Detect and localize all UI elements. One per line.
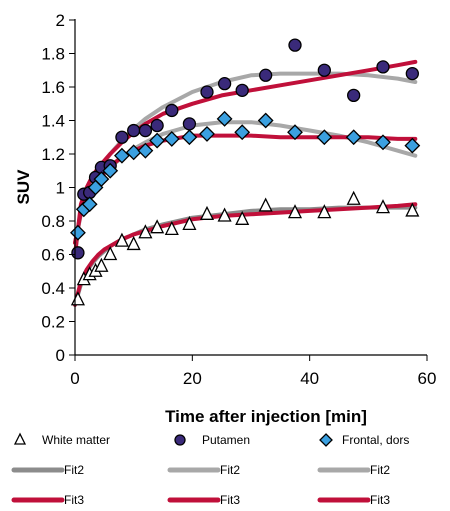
putamen-point [376,60,390,74]
legend-fit3-label: Fit3 [220,493,240,507]
white-matter-point [150,219,165,234]
legend-circle-marker [174,434,186,446]
putamen-point [288,38,302,52]
y-tick-label: 0.6 [41,246,65,265]
frontal-dors-point [102,162,119,179]
frontal-dors-point [375,134,391,151]
frontal-dors-point [345,129,362,146]
white-matter-point [217,207,232,222]
y-tick-label: 0.4 [41,279,65,298]
fit-lines [73,59,418,307]
legend-triangle-marker [13,432,27,445]
y-tick-label: 0.2 [41,313,65,332]
white-matter-point [317,204,332,219]
legend-fit2-label: Fit2 [64,463,84,477]
y-tick-label: 1 [56,179,65,198]
frontal-dors-point [234,124,251,141]
frontal-dors-point [257,112,274,129]
y-tick-label: 0 [56,346,65,365]
putamen-point [405,66,419,81]
y-tick-label: 1.4 [41,112,65,131]
white-matter-point [258,197,273,212]
frontal-dors-point [404,137,421,154]
x-tick-label: 60 [418,369,437,388]
frontal-dors-point [199,125,215,142]
putamen-point [317,63,331,77]
legend-label: White matter [42,433,110,447]
putamen-point [138,123,153,138]
y-tick-label: 1.2 [41,145,65,164]
white-matter-point [199,205,215,220]
putamen-point [115,130,129,144]
frontal-dors-point [93,171,110,188]
frontal-dors-point [137,142,154,159]
frontal-dors-point [114,147,130,164]
x-axis-title: Time after injection [min] [165,407,367,426]
data-points [70,38,421,306]
white-matter-point [126,235,141,251]
axes: 00.20.40.60.811.21.41.61.820 20 40 60 [41,11,436,388]
y-axis-title: SUV [14,169,33,205]
frontal-dors-point [163,131,180,147]
y-tick-label: 2 [56,11,65,30]
white-matter-point [405,202,420,217]
white-matter-point [138,224,153,239]
y-tick-label: 1.6 [41,78,65,97]
white-matter-point [94,257,109,272]
white-matter-point [70,291,85,306]
frontal-dors-point [70,224,86,241]
y-tick-label: 1.8 [41,45,65,64]
white-matter-point [346,190,361,205]
frontal-dors-point [81,196,98,213]
putamen-point [347,88,361,103]
white-matter-point [182,215,197,231]
white-matter-point [287,204,303,219]
x-tick-label: 20 [183,369,202,388]
putamen-point [182,117,197,131]
white-matter-point [114,232,129,247]
legend: White matter Putamen Frontal, dors Fit2 Fit2… [11,432,409,507]
putamen-point [150,118,164,133]
white-matter-point [164,220,179,236]
x-tick-label: 0 [70,369,79,388]
legend-diamond-marker [319,433,333,447]
frontal-dors-point [287,124,303,141]
legend-fit2-label: Fit2 [220,463,240,477]
frontal-dors-point [216,110,233,127]
putamen-point [71,246,85,260]
putamen-point [165,103,179,118]
putamen-point [259,68,273,82]
frontal-dors-point [316,129,333,146]
putamen-point [235,83,249,97]
putamen-point [127,123,141,138]
putamen-point [217,77,232,91]
y-tick-label: 0.8 [41,212,65,231]
legend-fit3-label: Fit3 [64,493,84,507]
fit-line-fit3-5 [73,133,418,245]
fit-line-fit2-2 [73,71,418,257]
frontal-dors-point [149,132,166,149]
legend-label: Putamen [202,433,250,447]
putamen-point [200,85,214,99]
x-tick-label: 40 [300,369,319,388]
white-matter-point [103,246,118,261]
white-matter-point [375,199,391,214]
legend-fit2-label: Fit2 [370,463,390,477]
white-matter-point [235,210,250,225]
legend-label: Frontal, dors [342,433,409,447]
legend-fit3-label: Fit3 [370,493,390,507]
frontal-dors-point [181,129,198,146]
